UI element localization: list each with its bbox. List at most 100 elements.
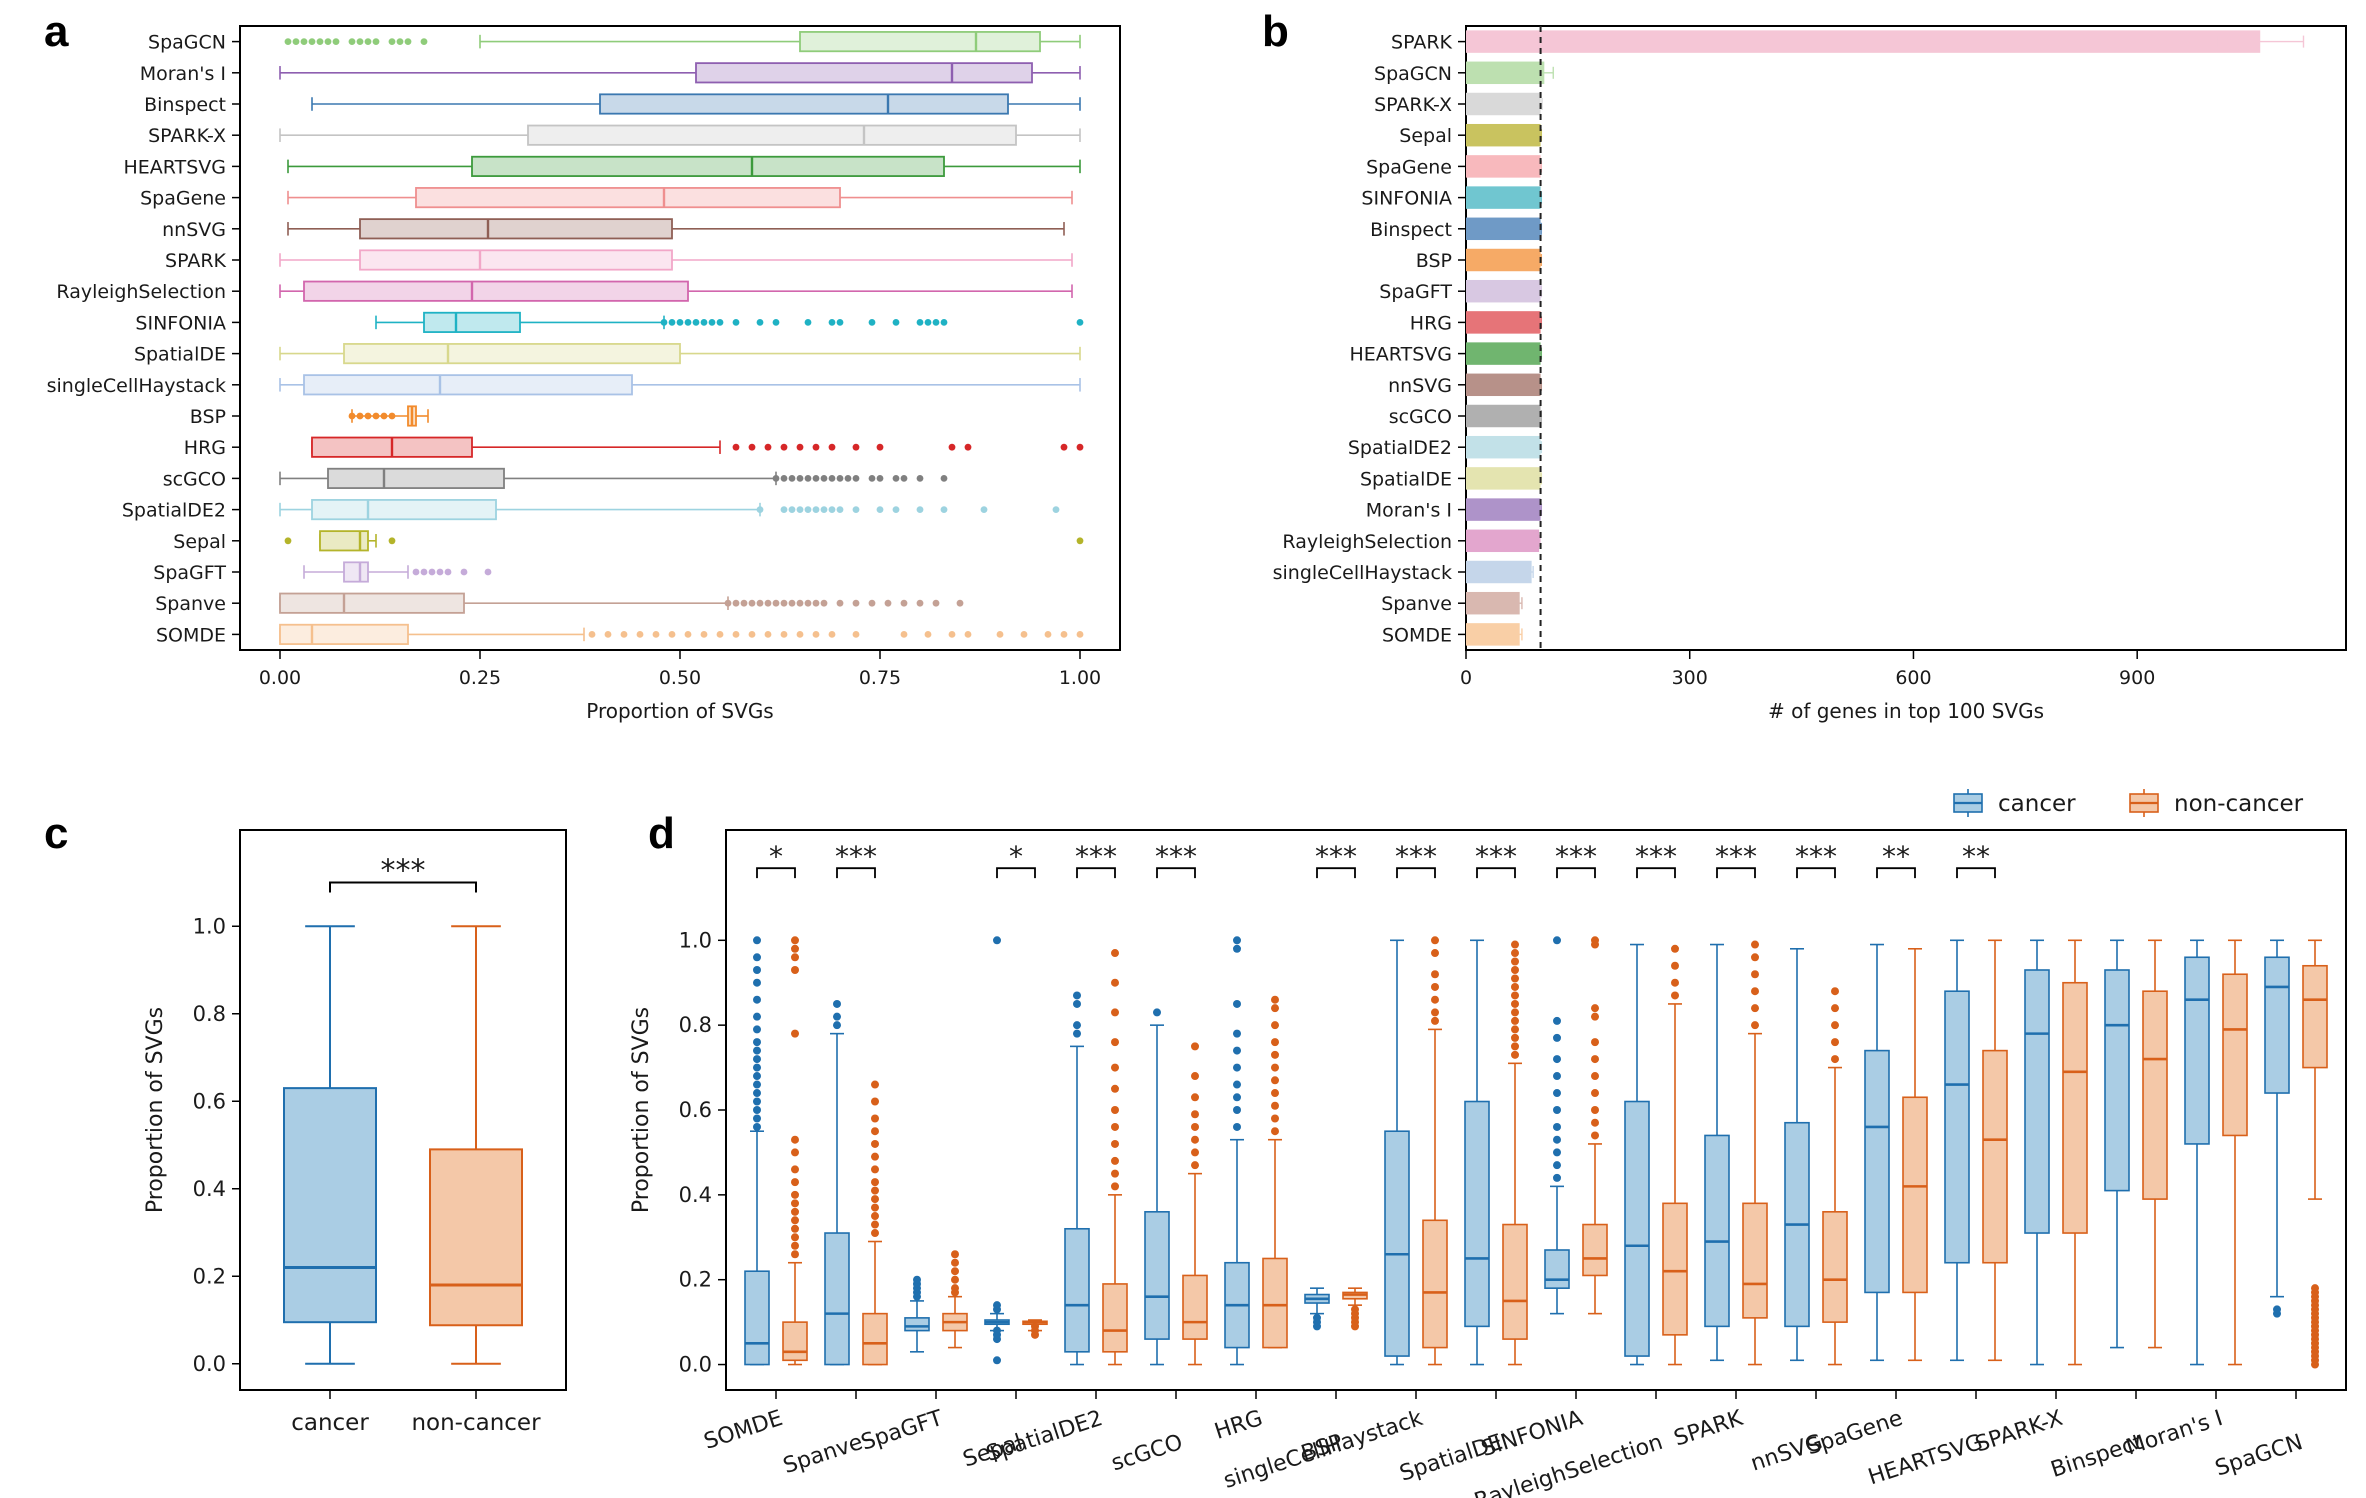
- outlier-somde-cancer: [753, 966, 761, 974]
- outlier-somde-noncancer: [791, 1216, 799, 1225]
- outlier-somde: [900, 631, 908, 638]
- panel-d-xtick-label-scgco: scGCO: [1108, 1430, 1185, 1476]
- significance-bracket-sepal: [996, 867, 1036, 879]
- panel-c-ytick-label: 1.0: [193, 914, 226, 938]
- panel-d-xtick-label-hrg: HRG: [1212, 1406, 1266, 1445]
- outlier-somde: [964, 631, 972, 638]
- significance-bracket-spatialde: [1476, 867, 1516, 879]
- box-heartsvg-noncancer: [1982, 1049, 2008, 1264]
- significance-label-bsp: ***: [1315, 840, 1357, 873]
- outlier-spagft: [444, 568, 452, 576]
- panel-b-xlabel: # of genes in top 100 SVGs: [1768, 699, 2044, 723]
- outlier-scgco-noncancer: [1191, 1148, 1199, 1157]
- box-spanve-cancer: [824, 1232, 850, 1366]
- outlier-somde: [948, 631, 956, 638]
- outlier-sinfonia: [708, 319, 716, 326]
- outlier-somde-noncancer: [791, 1148, 799, 1157]
- outlier-hrg: [812, 443, 820, 451]
- outlier-sinfonia: [732, 319, 740, 326]
- outlier-sinfonia: [660, 319, 668, 326]
- outlier-scgco-noncancer: [1191, 1042, 1199, 1051]
- outlier-hrg-cancer: [1233, 1122, 1241, 1131]
- outlier-spatialde2: [916, 506, 924, 513]
- bar-singlecellhaystack: [1466, 560, 1532, 584]
- outlier-somde: [636, 631, 644, 638]
- outlier-somde: [588, 631, 596, 638]
- bar-sepal: [1466, 123, 1541, 147]
- outlier-hrg: [948, 443, 956, 451]
- outlier-scgco-noncancer: [1191, 1161, 1199, 1170]
- box-spagcn-cancer: [2264, 956, 2290, 1094]
- outlier-spanve: [780, 599, 788, 607]
- outlier-somde-cancer: [753, 995, 761, 1004]
- box-heartsvg-cancer: [1944, 990, 1970, 1264]
- box-hrg-noncancer: [1262, 1257, 1288, 1349]
- panel-a-ytick-label: HRG: [184, 437, 226, 459]
- outlier-somde-noncancer: [791, 1135, 799, 1144]
- significance-bracket-singlecellhaystack: [1396, 867, 1436, 879]
- outlier-spatialde-noncancer: [1511, 940, 1519, 949]
- outlier-spark-noncancer: [1751, 953, 1759, 962]
- outlier-hrg-noncancer: [1271, 1127, 1279, 1136]
- outlier-somde: [996, 631, 1004, 638]
- outlier-somde-cancer: [753, 978, 761, 987]
- outlier-spatialde2: [940, 506, 948, 513]
- outlier-singlecellhaystack-noncancer: [1431, 1016, 1439, 1025]
- outlier-sinfonia-noncancer: [1591, 1118, 1599, 1127]
- outlier-somde-noncancer: [791, 1207, 799, 1216]
- outlier-sinfonia-cancer: [1553, 1072, 1561, 1081]
- panel-a-ytick-label: SOMDE: [156, 624, 226, 646]
- outlier-spanve: [812, 599, 820, 607]
- outlier-sinfonia: [700, 319, 708, 326]
- bar-somde: [1466, 623, 1520, 646]
- outlier-spatialde2-noncancer: [1111, 1139, 1119, 1148]
- outlier-spagcn: [396, 38, 404, 45]
- outlier-somde: [748, 631, 756, 638]
- outlier-spatialde2: [796, 506, 804, 513]
- panel-a-ytick-label: SpaGene: [140, 188, 226, 210]
- outlier-sinfonia: [684, 319, 692, 326]
- outlier-spagft: [460, 568, 468, 576]
- panel-a-frame: [239, 25, 1121, 651]
- outlier-somde-cancer: [753, 936, 761, 945]
- panel-c-ytick-label: 0.8: [193, 1002, 226, 1026]
- outlier-spanve-noncancer: [871, 1152, 879, 1161]
- outlier-somde-cancer: [753, 1055, 761, 1064]
- outlier-hrg-noncancer: [1271, 1021, 1279, 1030]
- outlier-scgco: [836, 475, 844, 482]
- box-nnsvg: [359, 218, 673, 240]
- panel-b-ytick-label: SpaGene: [1366, 156, 1452, 178]
- panel-c-frame: [239, 829, 567, 1391]
- outlier-spanve-noncancer: [871, 1229, 879, 1238]
- panel-b-xtick-label: 0: [1460, 667, 1472, 689]
- panel-b-ytick-label: SPARK: [1391, 32, 1453, 54]
- outlier-spanve-noncancer: [871, 1212, 879, 1221]
- panel-a-ytick-label: Binspect: [144, 94, 226, 116]
- outlier-sepal-cancer: [993, 1326, 1001, 1335]
- outlier-sinfonia-cancer: [1553, 1106, 1561, 1114]
- outlier-spanve-cancer: [833, 1021, 841, 1030]
- outlier-hrg-cancer: [1233, 999, 1241, 1008]
- box-scgco-cancer: [1144, 1211, 1170, 1340]
- outlier-spanve: [820, 599, 828, 607]
- outlier-sinfonia: [692, 319, 700, 326]
- outlier-scgco: [780, 475, 788, 482]
- outlier-spanve: [764, 599, 772, 607]
- panel-a-ytick-label: HEARTSVG: [124, 156, 227, 178]
- legend-label-non-cancer: non-cancer: [2174, 791, 2304, 817]
- outlier-spatialde2: [1052, 506, 1060, 513]
- outlier-scgco: [868, 475, 876, 482]
- outlier-somde-cancer: [753, 1012, 761, 1021]
- outlier-sinfonia: [916, 319, 924, 326]
- panel-c-xtick-label: cancer: [291, 1410, 369, 1436]
- outlier-somde-noncancer: [791, 1199, 799, 1208]
- outlier-spatialde2: [756, 506, 764, 513]
- outlier-somde: [652, 631, 660, 638]
- outlier-somde-noncancer: [791, 966, 799, 974]
- outlier-spanve-noncancer: [871, 1195, 879, 1204]
- panel-b-ytick-label: Binspect: [1370, 219, 1452, 241]
- panel-d-xtick-label-spagft: SpaGFT: [858, 1406, 946, 1456]
- bar-sinfonia: [1466, 186, 1541, 209]
- outlier-spanve-noncancer: [871, 1178, 879, 1187]
- outlier-scgco: [820, 475, 828, 482]
